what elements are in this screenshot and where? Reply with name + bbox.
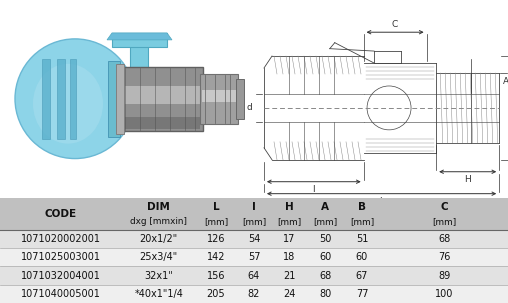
Text: 51: 51 bbox=[356, 234, 368, 244]
Polygon shape bbox=[107, 33, 172, 40]
Text: H: H bbox=[464, 175, 471, 184]
Text: I: I bbox=[252, 202, 256, 212]
Text: B: B bbox=[358, 202, 366, 212]
Text: 57: 57 bbox=[248, 252, 260, 262]
Ellipse shape bbox=[15, 39, 135, 158]
Text: A: A bbox=[321, 202, 329, 212]
Bar bbox=[112, 33, 167, 47]
Text: 1071020002001: 1071020002001 bbox=[21, 234, 101, 244]
Bar bbox=[70, 59, 76, 139]
Text: 82: 82 bbox=[248, 289, 260, 299]
Text: 76: 76 bbox=[438, 252, 451, 262]
Text: H: H bbox=[285, 202, 294, 212]
Text: dxg [mmxin]: dxg [mmxin] bbox=[130, 217, 187, 226]
Text: [mm]: [mm] bbox=[432, 217, 457, 226]
Text: [mm]: [mm] bbox=[204, 217, 228, 226]
Text: 20x1/2": 20x1/2" bbox=[140, 234, 178, 244]
Bar bbox=[42, 59, 50, 139]
Bar bbox=[236, 79, 244, 119]
Text: C: C bbox=[440, 202, 449, 212]
Text: 156: 156 bbox=[207, 271, 225, 281]
Bar bbox=[57, 59, 65, 139]
Text: 64: 64 bbox=[248, 271, 260, 281]
Text: 1071032004001: 1071032004001 bbox=[21, 271, 101, 281]
Bar bbox=[0, 230, 508, 248]
Text: 25x3/4": 25x3/4" bbox=[140, 252, 178, 262]
Text: 100: 100 bbox=[435, 289, 454, 299]
Text: CODE: CODE bbox=[45, 209, 77, 219]
Text: 54: 54 bbox=[248, 234, 260, 244]
Text: A: A bbox=[503, 77, 508, 86]
Text: 60: 60 bbox=[356, 252, 368, 262]
Bar bbox=[200, 74, 238, 124]
Text: [mm]: [mm] bbox=[277, 217, 302, 226]
Text: C: C bbox=[392, 20, 398, 29]
Text: [mm]: [mm] bbox=[350, 217, 374, 226]
Text: 17: 17 bbox=[283, 234, 296, 244]
Bar bbox=[0, 198, 508, 230]
Text: 67: 67 bbox=[356, 271, 368, 281]
Text: 68: 68 bbox=[319, 271, 331, 281]
Bar bbox=[0, 285, 508, 303]
Text: 77: 77 bbox=[356, 289, 368, 299]
Text: *40x1"1/4: *40x1"1/4 bbox=[134, 289, 183, 299]
Text: 60: 60 bbox=[319, 252, 331, 262]
Ellipse shape bbox=[33, 64, 103, 144]
Bar bbox=[120, 86, 200, 104]
Bar bbox=[116, 64, 124, 134]
Text: 68: 68 bbox=[438, 234, 451, 244]
Text: 126: 126 bbox=[207, 234, 225, 244]
Bar bbox=[0, 266, 508, 285]
Text: 142: 142 bbox=[207, 252, 225, 262]
Text: 24: 24 bbox=[283, 289, 296, 299]
Text: 205: 205 bbox=[207, 289, 225, 299]
Text: 50: 50 bbox=[319, 234, 331, 244]
Text: 1071040005001: 1071040005001 bbox=[21, 289, 101, 299]
Text: d: d bbox=[246, 103, 252, 112]
Text: 21: 21 bbox=[283, 271, 296, 281]
Bar bbox=[108, 61, 120, 137]
Text: 89: 89 bbox=[438, 271, 451, 281]
Bar bbox=[118, 67, 203, 131]
Text: 18: 18 bbox=[283, 252, 296, 262]
Bar bbox=[0, 248, 508, 266]
Text: [mm]: [mm] bbox=[313, 217, 337, 226]
Text: I: I bbox=[312, 185, 315, 194]
Text: 32x1": 32x1" bbox=[144, 271, 173, 281]
Text: DIM: DIM bbox=[147, 202, 170, 212]
Bar bbox=[130, 42, 148, 77]
Text: [mm]: [mm] bbox=[242, 217, 266, 226]
Bar bbox=[120, 117, 200, 129]
Bar bbox=[202, 90, 236, 102]
Text: 80: 80 bbox=[319, 289, 331, 299]
Text: L: L bbox=[379, 197, 384, 206]
Text: L: L bbox=[212, 202, 219, 212]
Text: 1071025003001: 1071025003001 bbox=[21, 252, 101, 262]
